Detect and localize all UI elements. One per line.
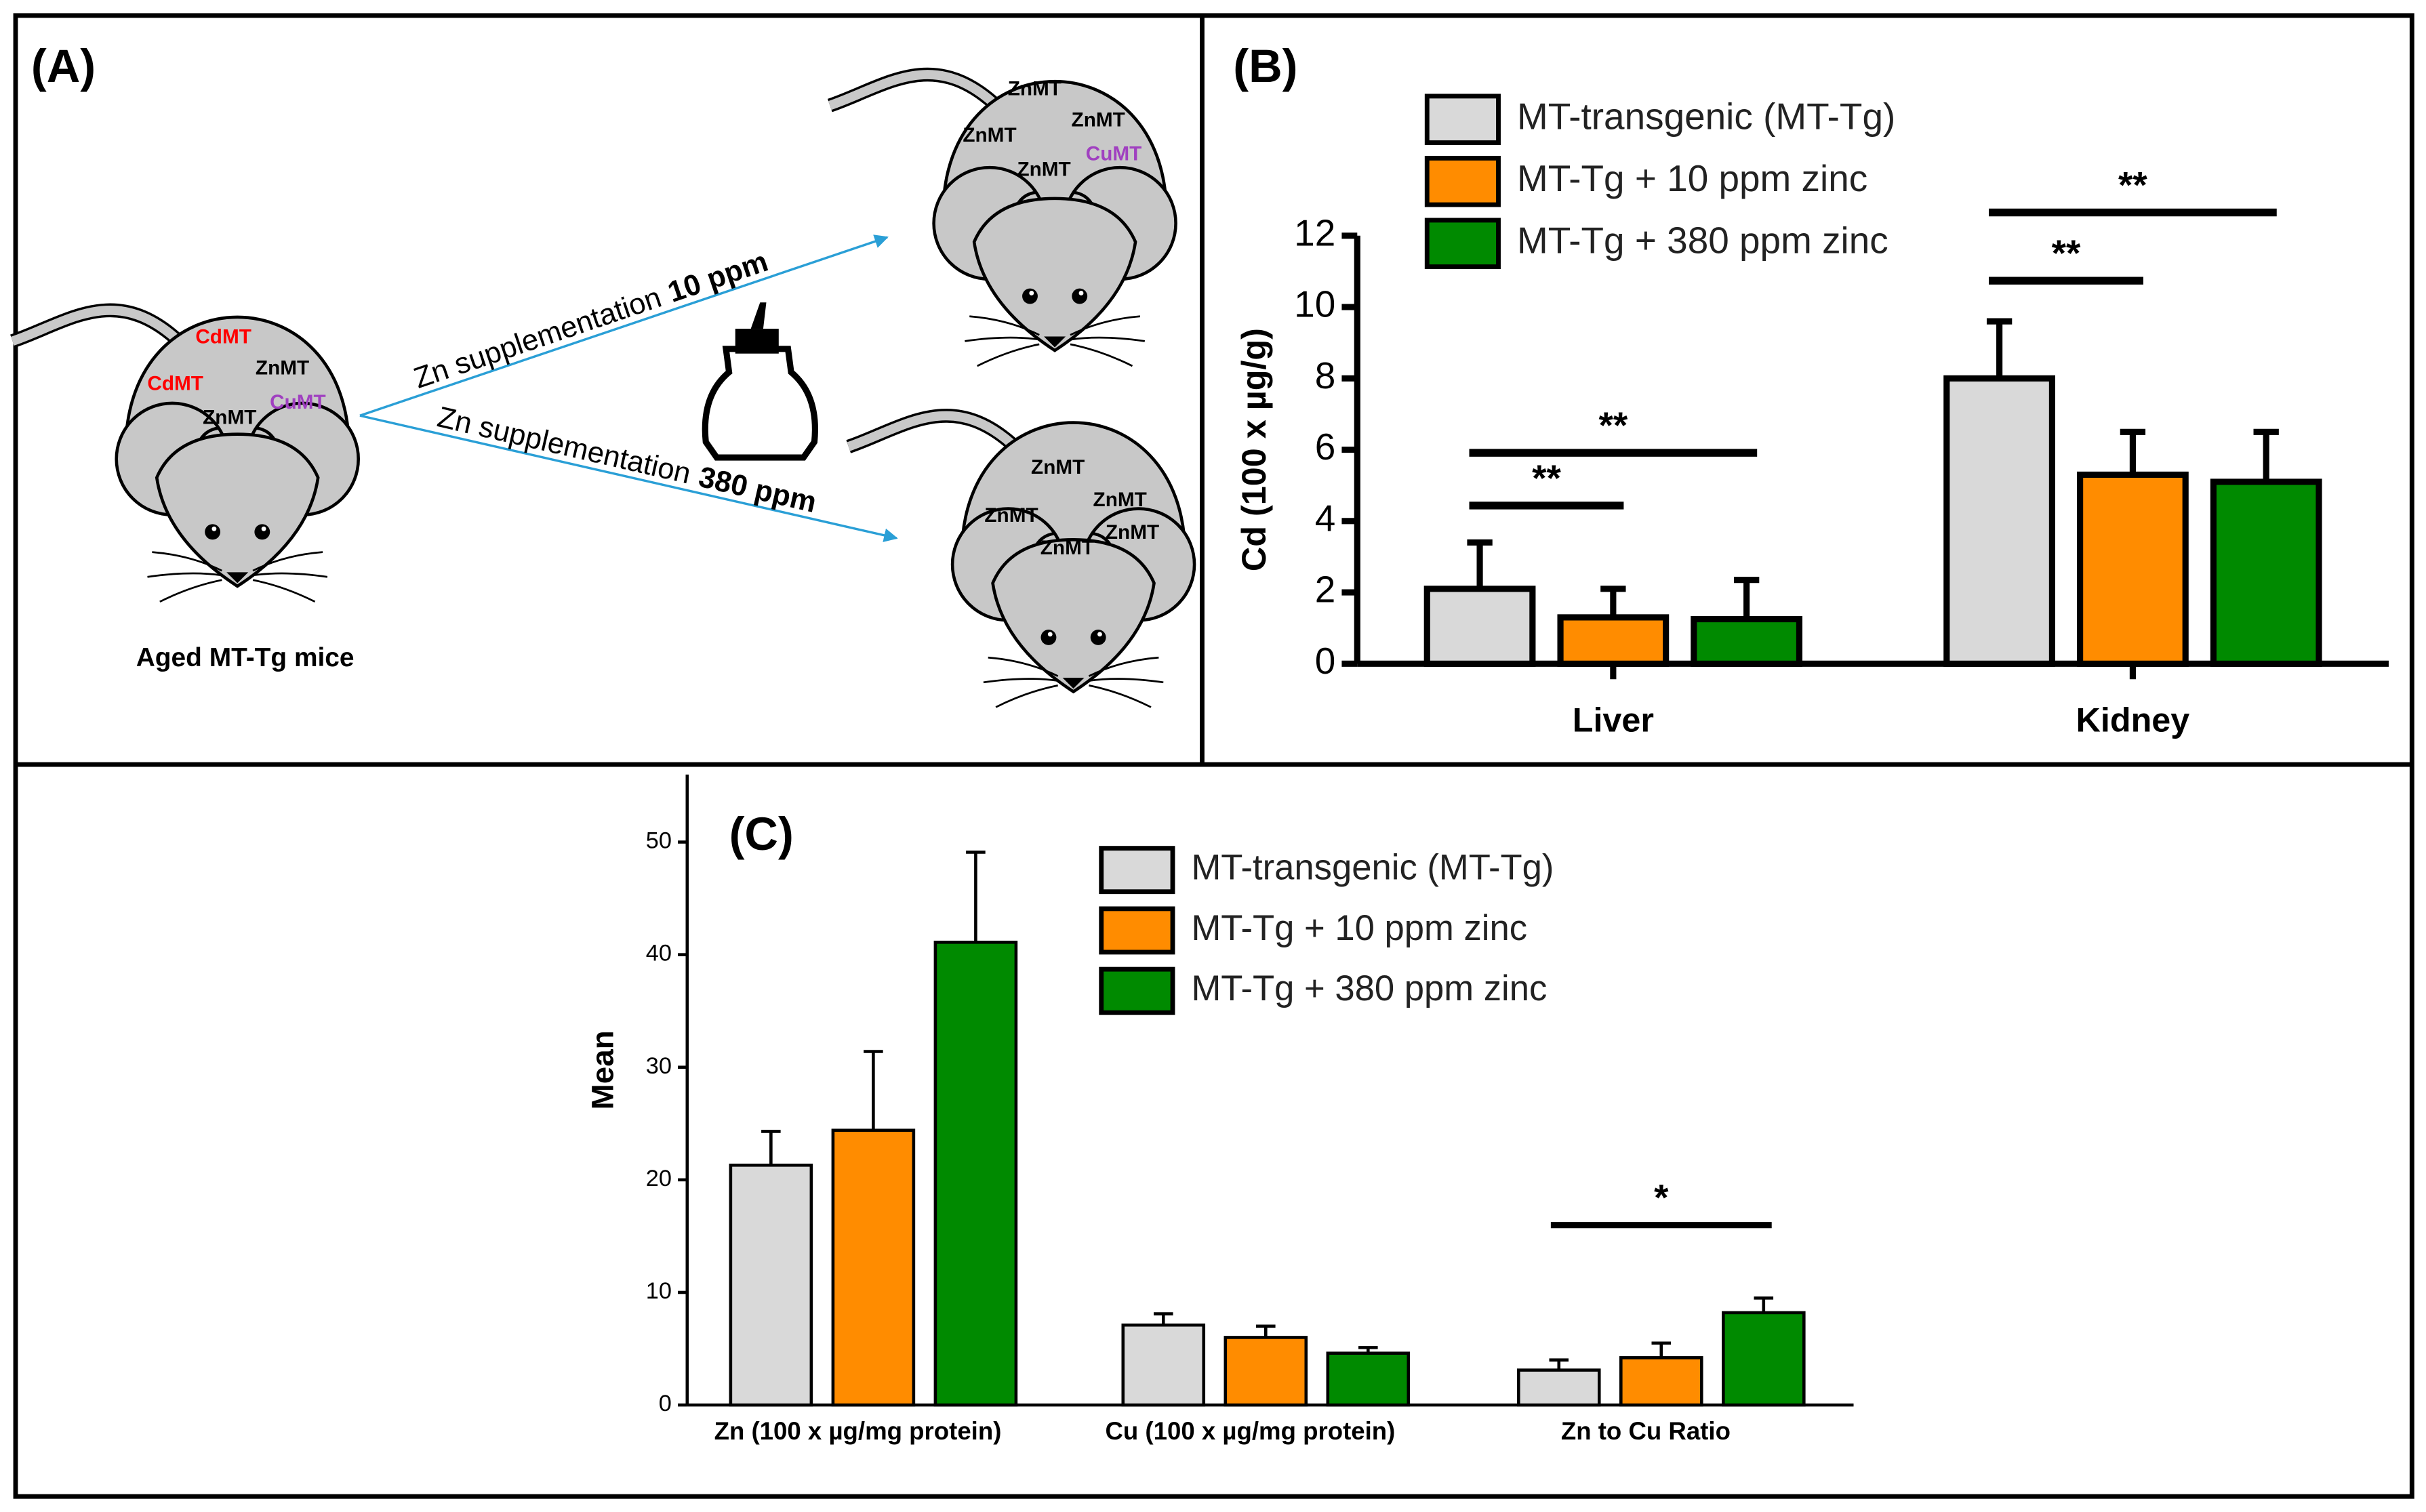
x-tick-label: Liver [1573,701,1654,739]
legend-label: MT-Tg + 10 ppm zinc [1191,908,1527,948]
bar [1557,614,1670,667]
legend-label: MT-transgenic (MT-Tg) [1517,96,1895,138]
bar [1121,1323,1206,1407]
legend-label: MT-Tg + 380 ppm zinc [1191,968,1547,1008]
mt-label: ZnMT [1072,108,1125,131]
arrow [359,414,898,542]
panel-label: (A) [31,40,96,92]
legend-swatch [1099,846,1175,895]
mouse [12,310,358,602]
arrow-text: Zn supplementation [410,281,666,395]
legend-swatch [1424,218,1501,270]
x-tick-label: Cu (100 x µg/mg protein) [1105,1417,1395,1445]
legend-label: MT-transgenic (MT-Tg) [1191,848,1554,888]
y-tick-label: 6 [1315,426,1336,468]
panel-label: (B) [1233,40,1297,92]
legend-swatch [1424,94,1501,145]
mt-label: ZnMT [256,356,309,379]
y-axis-label: Mean [586,1030,620,1109]
mt-label: CuMT [1086,143,1142,165]
x-tick-label: Zn to Cu Ratio [1561,1417,1731,1445]
arrow [359,234,889,417]
bar [1691,615,1803,667]
mt-label: ZnMT [963,124,1016,146]
mt-label: ZnMT [1017,159,1070,181]
bar [2077,471,2189,667]
legend-label: MT-Tg + 380 ppm zinc [1517,220,1888,262]
y-tick-label: 12 [1294,211,1335,253]
legend-swatch [1099,906,1175,955]
significance-label: ** [2118,163,2147,205]
legend-label: MT-Tg + 10 ppm zinc [1517,157,1867,199]
mt-label: ZnMT [984,504,1038,527]
y-tick-label: 10 [646,1278,672,1304]
y-tick-label: 4 [1315,497,1336,539]
arrow-dose: 10 ppm [664,245,773,309]
mt-label: CdMT [195,326,251,348]
caption: Aged MT-Tg mice [136,643,355,672]
mt-label: ZnMT [1106,521,1159,544]
mt-label: ZnMT [203,407,256,429]
mt-label: ZnMT [1093,489,1147,511]
y-tick-label: 20 [646,1166,672,1191]
bar [933,941,1018,1407]
mouse [849,415,1194,707]
bar [2210,478,2322,667]
y-tick-label: 8 [1315,354,1336,396]
legend-swatch [1099,966,1175,1015]
arrow-text: Zn supplementation [434,401,694,491]
significance-label: ** [1532,457,1561,499]
y-tick-label: 50 [646,828,672,854]
mt-label: ZnMT [1031,456,1085,478]
y-tick-label: 10 [1294,283,1335,325]
bar [1224,1336,1308,1407]
mt-label: ZnMT [1040,537,1094,559]
y-tick-label: 2 [1315,569,1336,611]
bar [729,1163,813,1407]
y-axis-label: Cd (100 x µg/g) [1234,328,1273,571]
bar [1943,375,2055,667]
significance-label: ** [1598,404,1628,446]
bar [1722,1311,1806,1407]
arrow-label: Zn supplementation10 ppm [410,245,772,395]
bar [831,1128,916,1407]
significance-label: ** [2052,232,2081,274]
mt-label: CdMT [147,372,203,394]
x-tick-label: Kidney [2076,701,2190,739]
significance-label: * [1654,1177,1669,1219]
bar [1619,1356,1703,1407]
panel-label: (C) [729,808,794,860]
legend-swatch [1424,155,1501,207]
x-tick-label: Zn (100 x µg/mg protein) [714,1417,1002,1445]
mt-label: CuMT [270,391,326,413]
frame [13,13,2414,1499]
mt-label: ZnMT [1008,78,1062,100]
bar [1516,1368,1601,1407]
bottle [702,302,818,461]
bar [1326,1351,1411,1407]
y-tick-label: 40 [646,941,672,966]
arrow-dose: 380 ppm [695,461,820,519]
y-tick-label: 0 [659,1391,672,1416]
bar [1423,586,1536,667]
y-tick-label: 30 [646,1053,672,1079]
y-tick-label: 0 [1315,640,1336,682]
